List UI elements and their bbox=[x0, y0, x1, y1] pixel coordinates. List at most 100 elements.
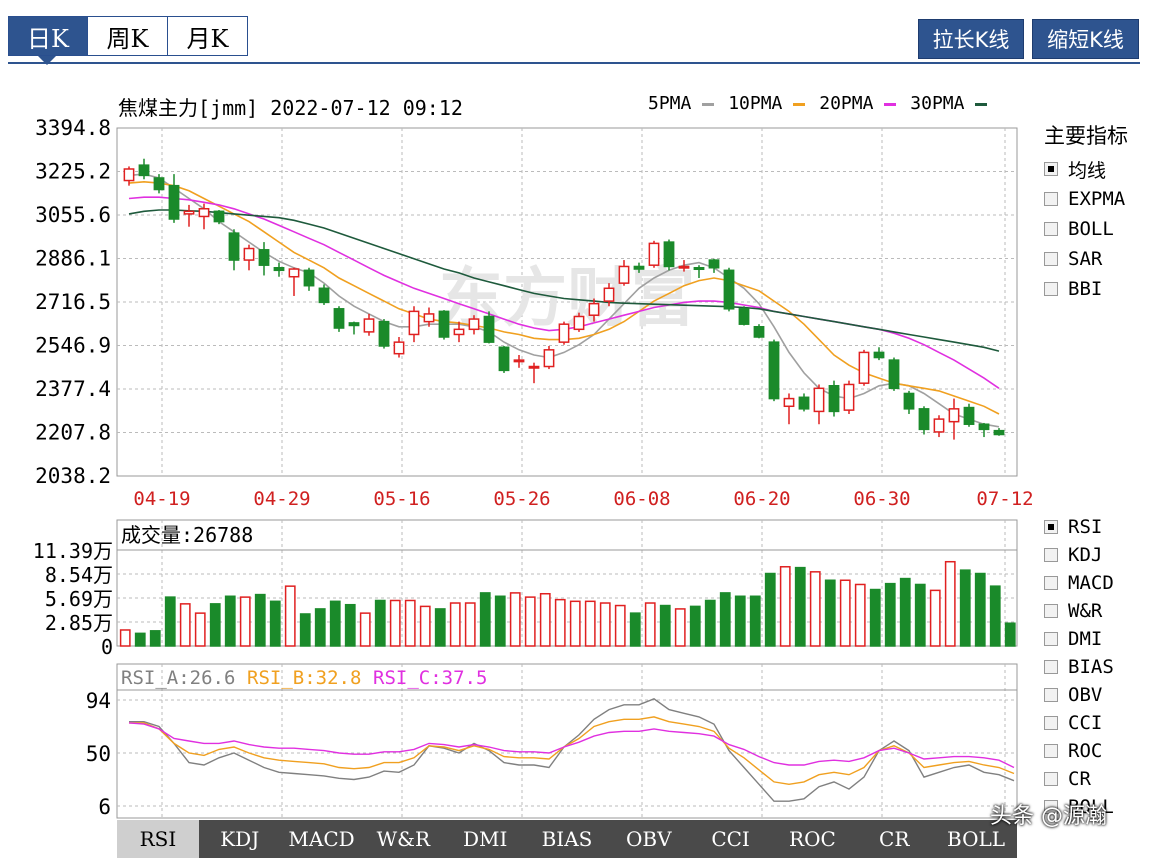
sub-indicator-label: BIAS bbox=[1068, 656, 1114, 678]
tab-rsi[interactable]: RSI bbox=[117, 820, 199, 858]
indicator-sar[interactable]: SAR bbox=[1044, 244, 1128, 274]
active-tab-pointer bbox=[38, 56, 56, 65]
kline-x-tick: 06-20 bbox=[733, 488, 790, 510]
indicator-expma[interactable]: EXPMA bbox=[1044, 184, 1128, 214]
checkbox-icon[interactable] bbox=[1044, 716, 1058, 730]
ma-legend-30: 30PMA bbox=[910, 93, 988, 114]
tab-day-k[interactable]: 日K bbox=[8, 16, 88, 56]
checkbox-icon[interactable] bbox=[1044, 800, 1058, 814]
sub-indicator-panel: RSI KDJ MACD W&R DMI BIAS OBV CCI ROC CR… bbox=[1044, 513, 1114, 821]
candle-body bbox=[798, 396, 810, 410]
volume-bar bbox=[599, 602, 611, 647]
volume-bar bbox=[974, 572, 986, 647]
checkbox-icon[interactable] bbox=[1044, 252, 1058, 266]
volume-bar bbox=[584, 600, 596, 647]
sub-indicator-kdj[interactable]: KDJ bbox=[1044, 541, 1114, 569]
volume-bar bbox=[119, 629, 131, 647]
tab-week-k[interactable]: 周K bbox=[88, 16, 168, 56]
volume-bar bbox=[179, 603, 191, 647]
candle-body bbox=[753, 326, 765, 338]
volume-bar bbox=[464, 602, 476, 647]
footer-watermark: 头条 @源瀚 bbox=[990, 804, 1107, 829]
rsi-y-tick: 6 bbox=[98, 795, 111, 819]
candle-body bbox=[348, 322, 360, 327]
ma-legend-5: 5PMA bbox=[648, 93, 715, 114]
volume-bar bbox=[824, 579, 836, 647]
candle-body bbox=[903, 392, 915, 410]
checkbox-icon[interactable] bbox=[1044, 744, 1058, 758]
checkbox-icon[interactable] bbox=[1044, 192, 1058, 206]
volume-y-tick: 11.39万 bbox=[33, 539, 113, 563]
checkbox-icon[interactable] bbox=[1044, 688, 1058, 702]
checkbox-icon[interactable] bbox=[1044, 604, 1058, 618]
volume-bar bbox=[884, 582, 896, 647]
checkbox-icon[interactable] bbox=[1044, 222, 1058, 236]
rsi-legend-1: RSI_A:26.6 bbox=[121, 667, 235, 689]
candle-body bbox=[888, 359, 900, 390]
sub-indicator-cci[interactable]: CCI bbox=[1044, 709, 1114, 737]
tab-macd[interactable]: MACD bbox=[288, 827, 355, 851]
sub-indicator-bias[interactable]: BIAS bbox=[1044, 653, 1114, 681]
tab-bias[interactable]: BIAS bbox=[541, 827, 593, 851]
sub-indicator-dmi[interactable]: DMI bbox=[1044, 625, 1114, 653]
kline-y-tick: 3394.8 bbox=[35, 116, 111, 140]
kline-y-tick: 3055.6 bbox=[35, 203, 111, 227]
extend-kline-button[interactable]: 拉长K线 bbox=[918, 19, 1024, 59]
kline-y-tick: 2038.2 bbox=[35, 464, 111, 488]
indicator-bbi[interactable]: BBI bbox=[1044, 274, 1128, 304]
checkbox-icon[interactable] bbox=[1044, 632, 1058, 646]
tab-month-k[interactable]: 月K bbox=[168, 16, 248, 56]
ma30-swatch-icon bbox=[975, 102, 988, 106]
indicator-boll[interactable]: BOLL bbox=[1044, 214, 1128, 244]
volume-bar bbox=[344, 603, 356, 647]
sub-indicator-boll[interactable]: BOLL bbox=[1044, 793, 1114, 821]
volume-bar bbox=[749, 595, 761, 647]
rsi-line-rsi_b bbox=[129, 716, 1015, 786]
tab-wr[interactable]: W&R bbox=[376, 827, 431, 851]
tab-cci[interactable]: CCI bbox=[711, 827, 750, 851]
volume-bar bbox=[134, 632, 146, 647]
kline-x-tick: 05-16 bbox=[373, 488, 430, 510]
checkbox-icon[interactable] bbox=[1044, 520, 1058, 534]
tab-boll[interactable]: BOLL bbox=[947, 827, 1006, 851]
candle-body bbox=[978, 423, 990, 431]
ma-legend: 5PMA 10PMA 20PMA 30PMA bbox=[648, 93, 988, 114]
ma-legend-10: 10PMA bbox=[728, 93, 806, 114]
tab-roc[interactable]: ROC bbox=[789, 827, 836, 851]
sub-indicator-wr[interactable]: W&R bbox=[1044, 597, 1114, 625]
sub-indicator-roc[interactable]: ROC bbox=[1044, 737, 1114, 765]
tab-kdj[interactable]: KDJ bbox=[220, 827, 260, 851]
volume-bar bbox=[494, 595, 506, 647]
indicator-ma[interactable]: 均线 bbox=[1044, 154, 1128, 184]
candle-body bbox=[558, 323, 570, 343]
tab-dmi[interactable]: DMI bbox=[462, 827, 508, 851]
kline-x-tick: 05-26 bbox=[493, 488, 550, 510]
tab-cr[interactable]: CR bbox=[879, 827, 910, 851]
candle-body bbox=[948, 408, 960, 423]
chart-title: 焦煤主力[jmm] 2022-07-12 09:12 bbox=[118, 96, 463, 120]
volume-bar bbox=[644, 602, 656, 647]
tab-obv[interactable]: OBV bbox=[626, 827, 672, 851]
volume-bar bbox=[839, 579, 851, 647]
candle-body bbox=[618, 265, 630, 284]
checkbox-icon[interactable] bbox=[1044, 162, 1058, 176]
sub-indicator-macd[interactable]: MACD bbox=[1044, 569, 1114, 597]
checkbox-icon[interactable] bbox=[1044, 548, 1058, 562]
volume-bar bbox=[794, 566, 806, 647]
checkbox-icon[interactable] bbox=[1044, 282, 1058, 296]
shorten-kline-button[interactable]: 缩短K线 bbox=[1032, 19, 1139, 59]
checkbox-icon[interactable] bbox=[1044, 660, 1058, 674]
sub-indicator-cr[interactable]: CR bbox=[1044, 765, 1114, 793]
candle-body bbox=[498, 346, 510, 372]
rsi-line-rsi_c bbox=[128, 722, 1015, 769]
checkbox-icon[interactable] bbox=[1044, 772, 1058, 786]
indicator-label: BBI bbox=[1068, 278, 1103, 300]
sub-indicator-obv[interactable]: OBV bbox=[1044, 681, 1114, 709]
volume-bar bbox=[629, 612, 641, 647]
kline-y-tick: 2207.8 bbox=[35, 421, 111, 445]
volume-bar bbox=[479, 592, 491, 647]
kline-y-tick: 2886.1 bbox=[35, 247, 111, 271]
checkbox-icon[interactable] bbox=[1044, 576, 1058, 590]
volume-bar bbox=[509, 592, 521, 647]
sub-indicator-rsi[interactable]: RSI bbox=[1044, 513, 1114, 541]
